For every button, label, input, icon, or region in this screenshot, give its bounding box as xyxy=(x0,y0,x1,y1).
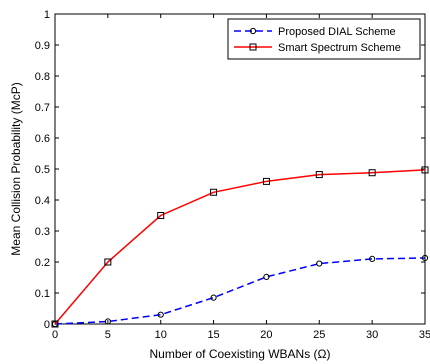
data-point xyxy=(263,273,270,280)
data-point xyxy=(369,255,376,262)
x-tick-label: 15 xyxy=(207,329,219,341)
data-point xyxy=(262,177,270,185)
data-point xyxy=(421,166,429,174)
y-tick-label: 0 xyxy=(44,319,50,331)
data-point xyxy=(315,171,323,179)
series-layer xyxy=(51,166,429,328)
legend-label: Proposed DIAL Scheme xyxy=(278,26,396,38)
y-tick-label: 1 xyxy=(44,9,50,21)
data-point xyxy=(104,318,111,325)
y-tick-label: 0.3 xyxy=(35,226,50,238)
legend-label: Smart Spectrum Scheme xyxy=(278,42,401,54)
legend-marker xyxy=(249,43,257,51)
x-tick-label: 35 xyxy=(419,329,430,341)
series-1 xyxy=(51,166,429,328)
y-tick-label: 0.5 xyxy=(35,164,50,176)
y-tick-label: 0.2 xyxy=(35,257,50,269)
data-point xyxy=(157,212,165,219)
y-tick-label: 0.6 xyxy=(35,133,50,145)
series-line xyxy=(54,257,426,325)
y-tick-label: 0.4 xyxy=(35,195,50,207)
y-tick-label: 0.1 xyxy=(35,288,50,300)
x-tick-label: 10 xyxy=(155,329,167,341)
data-point xyxy=(104,258,112,266)
y-axis-title: Mean Collision Probability (McP) xyxy=(9,82,23,255)
data-point xyxy=(51,320,59,328)
legend-item: Smart Spectrum Scheme xyxy=(234,42,401,54)
plot-frame xyxy=(54,13,426,325)
axis-ticks: 0 5 10 15 20 25 30 35 0 0.1 0.2 0.3 0.4 0.5 0.6 0.7 0.8 0… xyxy=(35,9,430,341)
legend: Proposed DIAL Scheme Smart Spectrum Schem… xyxy=(227,18,421,60)
y-tick-label: 0.9 xyxy=(35,40,50,52)
data-point xyxy=(210,294,217,301)
plot-border xyxy=(54,13,426,325)
series-0 xyxy=(51,254,429,328)
data-point xyxy=(157,311,164,318)
x-tick-label: 25 xyxy=(313,329,325,341)
x-axis-title: Number of Coexisting WBANs (Ω) xyxy=(149,347,330,361)
y-tick-label: 0.7 xyxy=(35,102,50,114)
x-tick-label: 0 xyxy=(52,329,58,341)
series-line xyxy=(54,169,426,325)
x-tick-label: 20 xyxy=(260,329,272,341)
data-point xyxy=(316,260,323,267)
legend-marker xyxy=(249,27,257,35)
x-tick-label: 30 xyxy=(366,329,378,341)
y-tick-label: 0.8 xyxy=(35,71,50,83)
data-point xyxy=(210,188,218,196)
x-tick-label: 5 xyxy=(105,329,111,341)
legend-item: Proposed DIAL Scheme xyxy=(234,26,396,38)
legend-box xyxy=(227,18,421,60)
data-point xyxy=(421,254,429,262)
data-point xyxy=(368,169,376,177)
